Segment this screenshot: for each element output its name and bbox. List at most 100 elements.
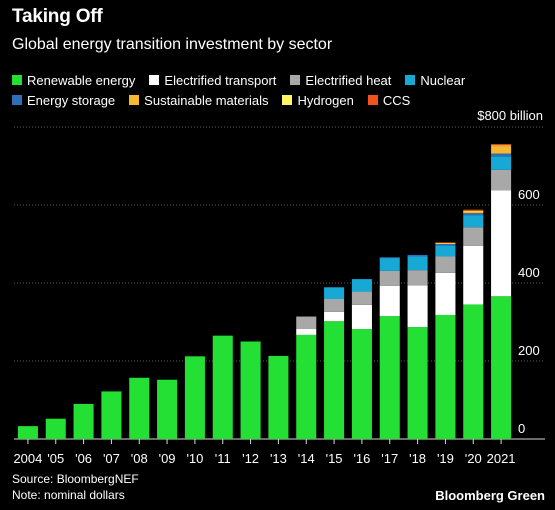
- legend-swatch: [12, 95, 22, 105]
- y-tick-label: 0: [518, 421, 525, 436]
- bar-segment-electrified-heat: [463, 227, 484, 246]
- footnote: Note: nominal dollars: [12, 488, 125, 502]
- bar-segment-renewable-energy: [129, 377, 150, 439]
- legend-swatch: [282, 95, 293, 105]
- legend-label: Hydrogen: [297, 92, 354, 108]
- bar-segment-renewable-energy: [324, 321, 345, 439]
- bar-segment-electrified-transport: [324, 311, 345, 322]
- bar-segment-sustainable-materials: [463, 211, 484, 214]
- bar-segment-nuclear: [491, 156, 512, 170]
- x-tick-label: '05: [47, 451, 64, 466]
- bar-segment-renewable-energy: [73, 403, 94, 439]
- bar-chart-plot: 0 200 400 600 $800 billion 2004 '05 '06 '07 '08 '0…: [13, 108, 545, 466]
- bar-segment-ccs: [463, 209, 484, 211]
- bar-segment-electrified-transport: [379, 285, 400, 317]
- legend-swatch: [12, 75, 22, 85]
- bar-segment-electrified-transport: [463, 245, 484, 305]
- x-tick-label: '09: [159, 451, 176, 466]
- legend-label: Energy storage: [27, 92, 116, 108]
- legend-swatch: [405, 75, 416, 85]
- bar-segment-nuclear: [379, 258, 400, 271]
- bar-segment-renewable-energy: [17, 426, 38, 439]
- x-tick-label: '10: [186, 451, 203, 466]
- legend-item-renewable-energy: Renewable energy: [12, 73, 135, 88]
- bar-segment-electrified-transport: [491, 190, 512, 297]
- legend-label: Electrified transport: [164, 72, 277, 88]
- bar-segment-electrified-transport: [351, 304, 372, 330]
- bloomberg-green-logo: Bloomberg Green: [435, 488, 545, 503]
- bar-segment-hydrogen: [463, 210, 484, 212]
- legend-swatch: [290, 75, 301, 85]
- legend-swatch: [129, 95, 140, 105]
- bar-segment-electrified-heat: [379, 270, 400, 286]
- legend-item-nuclear: Nuclear: [405, 73, 465, 88]
- x-tick-label: '07: [103, 451, 120, 466]
- x-tick-label: '20: [465, 451, 482, 466]
- bar-segment-ccs: [435, 242, 456, 244]
- bar-segment-renewable-energy: [435, 314, 456, 439]
- bar-segment-renewable-energy: [45, 418, 66, 439]
- bar-segment-electrified-heat: [435, 256, 456, 273]
- legend-item-ccs: CCS: [367, 92, 411, 108]
- legend-row-1: Renewable energy Electrified transport E…: [12, 70, 542, 90]
- x-tick-label: '11: [215, 451, 231, 466]
- bar-segment-renewable-energy: [157, 379, 178, 439]
- chart-subtitle: Global energy transition investment by s…: [12, 36, 333, 53]
- x-tick-label: '17: [381, 451, 398, 466]
- x-tick-label: '16: [353, 451, 370, 466]
- x-tick-label: '14: [298, 451, 315, 466]
- bar-segment-renewable-energy: [101, 391, 122, 439]
- bar-segment-renewable-energy: [240, 341, 261, 439]
- y-tick-label: 600: [518, 187, 540, 202]
- bar-segment-renewable-energy: [351, 329, 372, 439]
- x-tick-label: '19: [437, 451, 454, 466]
- bar-segment-nuclear: [463, 215, 484, 228]
- bar-segment-sustainable-materials: [491, 146, 512, 154]
- legend-label: Sustainable materials: [144, 92, 269, 108]
- legend-item-electrified-transport: Electrified transport: [149, 73, 276, 88]
- bar-segment-energy-storage: [463, 213, 484, 216]
- bar-segment-electrified-heat: [351, 291, 372, 305]
- source-note: Source: BloombergNEF: [12, 472, 139, 486]
- x-tick-label: '15: [326, 451, 343, 466]
- legend-swatch: [367, 95, 378, 105]
- bar-segment-hydrogen: [491, 145, 512, 147]
- chart-legend: Renewable energy Electrified transport E…: [12, 70, 542, 110]
- legend-item-electrified-heat: Electrified heat: [290, 73, 391, 88]
- legend-row-2: Energy storage Sustainable materials Hyd…: [12, 90, 542, 110]
- bar-segment-renewable-energy: [407, 327, 428, 439]
- bar-segment-electrified-transport: [407, 285, 428, 328]
- legend-item-energy-storage: Energy storage: [12, 93, 115, 108]
- y-unit-label: $800 billion: [477, 108, 543, 123]
- bar-segment-ccs: [491, 144, 512, 146]
- y-tick-label: 200: [518, 343, 540, 358]
- bar-segment-energy-storage: [435, 244, 456, 246]
- legend-label: CCS: [382, 92, 411, 108]
- bar-segment-energy-storage: [379, 257, 400, 259]
- bar-segment-nuclear: [435, 245, 456, 257]
- bar-segment-hydrogen: [435, 242, 456, 244]
- legend-label: Nuclear: [420, 72, 466, 88]
- x-tick-label: 2004: [13, 451, 42, 466]
- legend-label: Electrified heat: [305, 72, 392, 88]
- x-tick-label: '12: [242, 451, 259, 466]
- x-tick-label: '08: [131, 451, 148, 466]
- bar-segment-renewable-energy: [184, 356, 205, 439]
- bar-segment-sustainable-materials: [435, 243, 456, 244]
- bar-segment-renewable-energy: [296, 334, 317, 439]
- bar-segment-renewable-energy: [463, 304, 484, 439]
- legend-label: Renewable energy: [27, 72, 136, 88]
- bar-segment-electrified-heat: [407, 270, 428, 286]
- bar-segment-electrified-heat: [296, 316, 317, 330]
- legend-item-sustainable-materials: Sustainable materials: [129, 93, 268, 108]
- y-tick-label: 400: [518, 265, 540, 280]
- bar-segment-renewable-energy: [268, 355, 289, 439]
- bar-segment-renewable-energy: [491, 296, 512, 439]
- bar-segment-electrified-heat: [491, 169, 512, 191]
- x-tick-label: '06: [75, 451, 92, 466]
- bar-segment-nuclear: [351, 279, 372, 292]
- x-tick-label: 2021: [487, 451, 516, 466]
- chart-title: Taking Off: [12, 6, 103, 27]
- x-tick-label: '18: [409, 451, 426, 466]
- bar-segment-renewable-energy: [212, 335, 233, 439]
